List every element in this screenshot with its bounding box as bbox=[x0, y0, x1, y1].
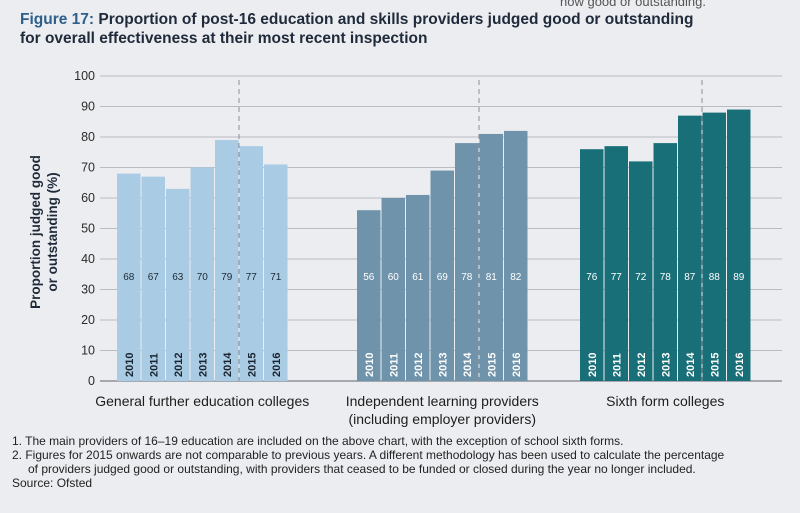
bar-year-label: 2014 bbox=[222, 352, 234, 377]
bar-value-label: 63 bbox=[172, 272, 184, 283]
bar bbox=[357, 210, 381, 381]
group-label: General further education colleges bbox=[95, 393, 309, 409]
bar-year-label: 2016 bbox=[734, 353, 746, 377]
bar bbox=[604, 146, 628, 381]
bar-year-label: 2011 bbox=[388, 353, 400, 377]
bar-year-label: 2015 bbox=[486, 353, 498, 377]
y-tick-label: 60 bbox=[81, 191, 95, 205]
bar bbox=[629, 161, 653, 381]
y-tick-label: 0 bbox=[88, 374, 95, 388]
bar-value-label: 79 bbox=[221, 272, 233, 283]
bar-value-label: 87 bbox=[684, 272, 696, 283]
bar bbox=[504, 130, 528, 381]
bar-year-label: 2014 bbox=[685, 352, 697, 377]
bar-value-label: 88 bbox=[709, 272, 721, 283]
bar-year-label: 2012 bbox=[173, 353, 185, 377]
bar-value-label: 89 bbox=[733, 272, 745, 283]
source-note: Source: Ofsted bbox=[12, 476, 93, 490]
bar-year-label: 2016 bbox=[271, 353, 283, 377]
bar bbox=[215, 140, 239, 381]
figure-title-line-2: for overall effectiveness at their most … bbox=[20, 30, 428, 47]
bar-value-label: 70 bbox=[197, 272, 209, 283]
chart-bars: 68 2010 67 2011 63 2012 70 2013 79 2014 77 2015 71 20… bbox=[117, 109, 751, 382]
bar-year-label: 2015 bbox=[709, 353, 721, 377]
bar bbox=[406, 194, 430, 381]
bar-year-label: 2013 bbox=[197, 353, 209, 377]
bar bbox=[455, 143, 479, 381]
bar-year-label: 2012 bbox=[636, 353, 648, 377]
bar-year-label: 2014 bbox=[462, 352, 474, 377]
bar-year-label: 2013 bbox=[437, 353, 449, 377]
bar-value-label: 72 bbox=[635, 272, 647, 283]
figure-title-text-1: Proportion of post-16 education and skil… bbox=[98, 11, 694, 28]
bar-year-label: 2013 bbox=[660, 353, 672, 377]
bar bbox=[264, 164, 288, 381]
y-axis-label-line-2: or outstanding (%) bbox=[45, 172, 60, 291]
footnote-1: 1. The main providers of 16–19 education… bbox=[12, 434, 624, 448]
y-tick-label: 70 bbox=[81, 161, 95, 175]
footnotes: 1. The main providers of 16–19 education… bbox=[12, 434, 792, 490]
y-tick-label: 40 bbox=[81, 252, 95, 266]
bar-chart: 0 10 20 30 40 50 60 70 80 90 100 68 2010 67 2011 63 201… bbox=[28, 69, 782, 427]
bar-value-label: 77 bbox=[611, 272, 623, 283]
bar-value-label: 68 bbox=[123, 272, 135, 283]
bar-year-label: 2015 bbox=[246, 353, 258, 377]
group-label: Independent learning providers bbox=[346, 393, 539, 409]
bar bbox=[141, 176, 165, 381]
bar-year-label: 2010 bbox=[364, 353, 376, 377]
y-axis-ticks: 0 10 20 30 40 50 60 70 80 90 100 bbox=[74, 69, 95, 388]
bar-value-label: 81 bbox=[486, 272, 498, 283]
y-tick-label: 50 bbox=[81, 222, 95, 236]
footnote-2-cont: of providers judged good or outstanding,… bbox=[28, 462, 696, 476]
bar-year-label: 2012 bbox=[413, 353, 425, 377]
bar-value-label: 77 bbox=[246, 272, 258, 283]
y-axis-label-line-1: Proportion judged good bbox=[28, 155, 43, 309]
bar-value-label: 78 bbox=[660, 272, 672, 283]
bar-value-label: 56 bbox=[363, 272, 375, 283]
bar bbox=[190, 167, 214, 381]
bar-year-label: 2010 bbox=[587, 353, 599, 377]
bar bbox=[727, 109, 751, 382]
figure-title: Figure 17: Proportion of post-16 educati… bbox=[20, 10, 790, 48]
bar-value-label: 61 bbox=[412, 272, 424, 283]
group-label-line-2: (including employer providers) bbox=[348, 411, 536, 427]
group-labels: General further education colleges Indepe… bbox=[95, 393, 724, 427]
bar bbox=[239, 146, 263, 381]
footnote-2: 2. Figures for 2015 onwards are not comp… bbox=[12, 448, 725, 462]
bar-year-label: 2010 bbox=[124, 353, 136, 377]
bar-year-label: 2011 bbox=[148, 353, 160, 377]
bar-value-label: 69 bbox=[437, 272, 449, 283]
bar bbox=[702, 112, 726, 381]
y-tick-label: 80 bbox=[81, 130, 95, 144]
group-label: Sixth form colleges bbox=[606, 393, 724, 409]
bar bbox=[166, 188, 190, 381]
figure-label: Figure 17: bbox=[20, 11, 95, 28]
bar bbox=[479, 133, 503, 381]
bar-value-label: 60 bbox=[388, 272, 400, 283]
bar bbox=[117, 173, 141, 381]
bar bbox=[430, 170, 454, 381]
bar-year-label: 2016 bbox=[511, 353, 523, 377]
bar bbox=[381, 198, 405, 381]
bar bbox=[580, 149, 604, 381]
y-tick-label: 20 bbox=[81, 313, 95, 327]
bar-year-label: 2011 bbox=[611, 353, 623, 377]
bar-value-label: 67 bbox=[148, 272, 160, 283]
y-tick-label: 90 bbox=[81, 100, 95, 114]
bar-value-label: 78 bbox=[461, 272, 473, 283]
bar-value-label: 82 bbox=[510, 272, 522, 283]
bar-value-label: 76 bbox=[586, 272, 598, 283]
header-fragment: how good or outstanding. bbox=[560, 0, 706, 9]
y-tick-label: 10 bbox=[81, 344, 95, 358]
y-tick-label: 30 bbox=[81, 283, 95, 297]
bar bbox=[678, 115, 702, 382]
figure-title-line-1: Figure 17: Proportion of post-16 educati… bbox=[20, 10, 790, 29]
bar bbox=[653, 143, 677, 381]
bar-value-label: 71 bbox=[270, 272, 282, 283]
y-tick-label: 100 bbox=[74, 69, 95, 83]
